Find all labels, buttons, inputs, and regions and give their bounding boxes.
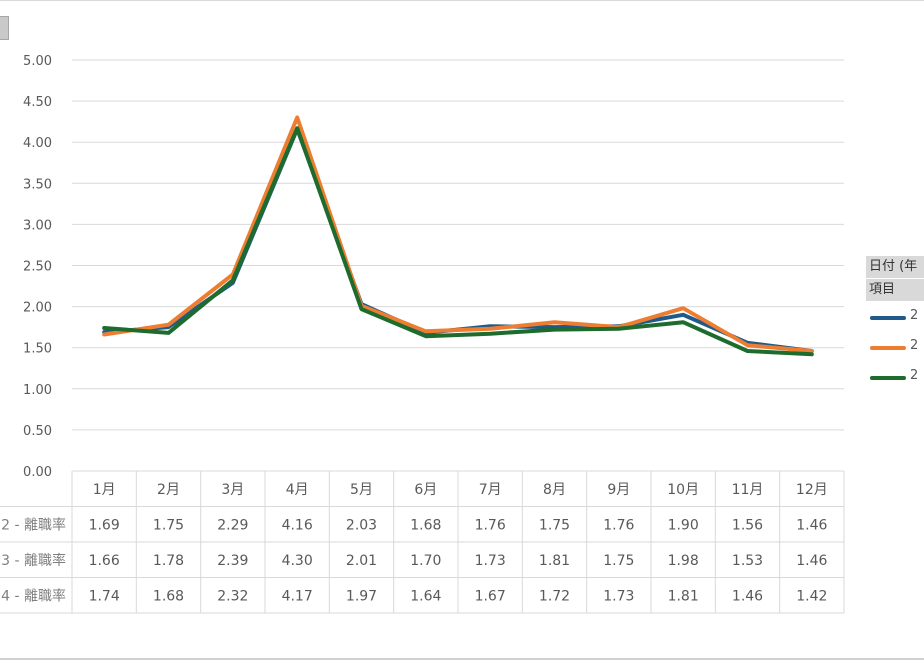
data-label: 2.29: [217, 517, 248, 533]
data-label: 1.81: [668, 588, 699, 604]
x-category-label: 4月: [286, 482, 309, 498]
legend-label: 2: [910, 338, 919, 353]
x-category-label: 10月: [667, 482, 699, 498]
data-label: 1.46: [732, 588, 763, 604]
legend-header-date: 日付 (年: [866, 256, 924, 279]
y-tick-label: 1.50: [23, 342, 52, 357]
y-tick-label: 2.50: [23, 260, 52, 275]
data-label: 2.01: [346, 553, 377, 569]
data-label: 1.56: [732, 517, 763, 533]
x-category-label: 3月: [221, 482, 244, 498]
data-label: 1.68: [153, 588, 184, 604]
data-label: 1.64: [410, 588, 441, 604]
data-label: 1.75: [603, 553, 634, 569]
series-line-1: [102, 127, 814, 353]
x-category-label: 7月: [479, 482, 502, 498]
data-label: 1.42: [796, 588, 827, 604]
legend-label: 2: [910, 368, 919, 383]
series-line-2: [102, 115, 814, 353]
y-tick-label: 3.50: [23, 177, 52, 192]
x-category-label: 11月: [732, 482, 764, 498]
x-category-label: 12月: [796, 482, 828, 498]
y-tick-label: 1.00: [23, 383, 52, 398]
data-label: 1.81: [539, 553, 570, 569]
legend-item[interactable]: 2: [866, 362, 924, 392]
x-category-label: 8月: [543, 482, 566, 498]
y-tick-label: 2.00: [23, 301, 52, 316]
table-row-label: 2 - 離職率: [1, 516, 66, 533]
legend-header-item: 項目: [866, 279, 924, 302]
series-line-3: [102, 126, 814, 357]
data-label: 1.76: [475, 517, 506, 533]
data-label: 1.75: [153, 517, 184, 533]
data-label: 2.03: [346, 517, 377, 533]
data-label: 1.69: [89, 517, 120, 533]
series-lines: [102, 115, 814, 357]
data-label: 1.76: [603, 517, 634, 533]
gridlines: [72, 59, 844, 431]
data-label: 1.46: [796, 517, 827, 533]
y-tick-label: 5.00: [23, 54, 52, 69]
y-tick-label: 0.00: [23, 465, 52, 480]
legend-item[interactable]: 2: [866, 302, 924, 332]
data-label: 1.46: [796, 553, 827, 569]
data-label: 1.98: [668, 553, 699, 569]
data-label: 1.90: [668, 517, 699, 533]
chart-corner-tab: [0, 16, 9, 40]
y-tick-label: 4.00: [23, 136, 52, 151]
data-label: 1.72: [539, 588, 570, 604]
data-label: 4.16: [282, 517, 313, 533]
data-label: 1.66: [89, 553, 120, 569]
data-table: 1月 2月 3月 4月 5月 6月 7月 8月 9月 10月 11月 12月 2 - 離職率 1.69 1.…: [0, 470, 845, 614]
y-tick-label: 0.50: [23, 424, 52, 439]
x-category-label: 5月: [350, 482, 373, 498]
legend-line-swatch: [870, 316, 906, 320]
data-label: 1.73: [475, 553, 506, 569]
legend: 日付 (年 項目 2 2 2: [866, 256, 924, 392]
data-label: 1.70: [410, 553, 441, 569]
legend-line-swatch: [870, 376, 906, 380]
legend-label: 2: [910, 308, 919, 323]
table-row-label: 3 - 離職率: [1, 552, 66, 569]
x-category-label: 6月: [414, 482, 437, 498]
data-label: 1.74: [89, 588, 120, 604]
data-label: 1.67: [475, 588, 506, 604]
x-category-label: 9月: [607, 482, 630, 498]
data-label: 1.78: [153, 553, 184, 569]
data-label: 1.68: [410, 517, 441, 533]
data-label: 2.39: [217, 553, 248, 569]
table-row-label: 4 - 離職率: [1, 587, 66, 604]
legend-line-swatch: [870, 346, 906, 350]
data-label: 1.73: [603, 588, 634, 604]
legend-item[interactable]: 2: [866, 332, 924, 362]
data-label: 1.97: [346, 588, 377, 604]
y-axis-labels: 0.00 0.50 1.00 1.50 2.00 2.50 3.00 3.50 4.00 4.50…: [23, 54, 52, 480]
y-tick-label: 3.00: [23, 218, 52, 233]
y-tick-label: 4.50: [23, 95, 52, 110]
data-label: 4.17: [282, 588, 313, 604]
data-label: 1.75: [539, 517, 570, 533]
data-label: 1.53: [732, 553, 763, 569]
x-category-label: 2月: [157, 482, 180, 498]
data-label: 2.32: [217, 588, 248, 604]
data-label: 4.30: [282, 553, 313, 569]
x-category-label: 1月: [93, 482, 116, 498]
